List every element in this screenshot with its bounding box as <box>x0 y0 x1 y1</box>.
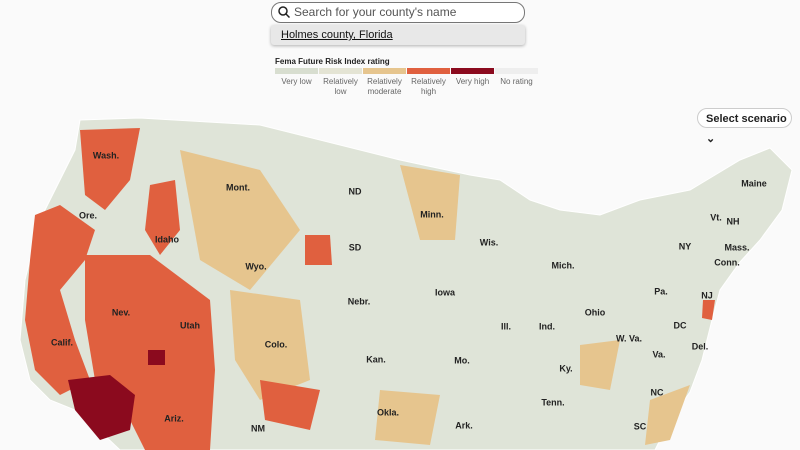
risk-region <box>148 350 165 365</box>
state-label: Ark. <box>455 420 473 430</box>
legend-item: Very low <box>275 68 318 97</box>
legend-title: Fema Future Risk Index rating <box>275 57 390 66</box>
state-label: Pa. <box>654 286 668 296</box>
state-label: Ohio <box>585 307 606 317</box>
state-label: NJ <box>701 290 713 300</box>
risk-region <box>702 300 715 320</box>
suggestion[interactable]: Holmes county, Florida <box>271 25 525 45</box>
state-label: SD <box>349 242 362 252</box>
state-label: Mass. <box>724 242 749 252</box>
state-label: Okla. <box>377 407 399 417</box>
state-label: Wash. <box>93 150 119 160</box>
state-label: Ill. <box>501 321 511 331</box>
state-label: Colo. <box>265 339 288 349</box>
risk-region <box>145 180 180 255</box>
risk-region <box>80 128 140 210</box>
state-label: Idaho <box>155 234 180 244</box>
state-label: NC <box>651 387 664 397</box>
scenario-label[interactable]: Select scenario <box>706 113 787 125</box>
risk-region <box>645 385 690 445</box>
legend-label: Very high <box>455 77 490 86</box>
state-label: Minn. <box>420 209 444 219</box>
state-label: DC <box>674 320 687 330</box>
state-label: Ariz. <box>164 413 184 423</box>
state-label: Conn. <box>714 257 740 267</box>
risk-region <box>305 235 332 265</box>
legend-swatch <box>407 68 450 74</box>
risk-region <box>400 165 460 240</box>
legend-item: Relatively high <box>407 68 450 97</box>
state-label: W. Va. <box>616 333 642 343</box>
state-label: NH <box>727 216 740 226</box>
chevron: ⌄ <box>706 133 716 145</box>
state-label: Kan. <box>366 354 386 364</box>
legend-item: No rating <box>495 68 538 97</box>
state-label: NY <box>679 241 692 251</box>
state-label: Iowa <box>435 287 456 297</box>
risk-region <box>375 390 440 445</box>
legend-item: Relatively moderate <box>363 68 406 97</box>
state-label: Ore. <box>79 210 97 220</box>
state-label: Nev. <box>112 307 130 317</box>
state-label: Nebr. <box>348 296 371 306</box>
legend-label: No rating <box>500 77 533 86</box>
state-label: SC <box>634 421 647 431</box>
legend-swatch <box>319 68 362 74</box>
state-label: Mont. <box>226 182 250 192</box>
state-label: Ind. <box>539 321 555 331</box>
legend-label: Relatively high <box>411 77 446 96</box>
search-icon <box>278 6 290 18</box>
search-box[interactable]: Search for your county's name <box>271 2 525 23</box>
state-label: NM <box>251 423 265 433</box>
risk-region <box>180 150 300 290</box>
search-placeholder: Search for your county's name <box>294 5 457 19</box>
legend-label: Very low <box>281 77 312 86</box>
state-label: Vt. <box>710 212 722 222</box>
risk-region <box>580 340 620 390</box>
legend-item: Relatively low <box>319 68 362 97</box>
state-label: Mo. <box>454 355 470 365</box>
legend: Very low Relatively low Relatively moderat… <box>275 68 539 97</box>
state-label: Calif. <box>51 337 73 347</box>
suggestion-text[interactable]: Holmes county, Florida <box>281 29 393 41</box>
state-label: Wyo. <box>245 261 266 271</box>
state-label: Maine <box>741 178 767 188</box>
legend-swatch <box>451 68 494 74</box>
state-label: Utah <box>180 320 200 330</box>
legend-swatch <box>363 68 406 74</box>
risk-region <box>260 380 320 430</box>
state-label: Del. <box>692 341 709 351</box>
legend-item: Very high <box>451 68 494 97</box>
legend-label: Relatively moderate <box>367 77 402 96</box>
risk-region <box>25 205 95 395</box>
state-label: Tenn. <box>541 397 564 407</box>
state-label: Ky. <box>559 363 572 373</box>
state-label: ND <box>349 186 362 196</box>
risk-region <box>68 375 135 440</box>
state-label: Wis. <box>480 237 498 247</box>
legend-swatch <box>495 68 538 74</box>
state-label: Va. <box>652 349 665 359</box>
scenario-button[interactable]: Select scenario ⌄ <box>697 108 792 145</box>
state-label: Mich. <box>551 260 574 270</box>
legend-label: Relatively low <box>323 77 358 96</box>
risk-region <box>230 290 310 400</box>
legend-swatch <box>275 68 318 74</box>
